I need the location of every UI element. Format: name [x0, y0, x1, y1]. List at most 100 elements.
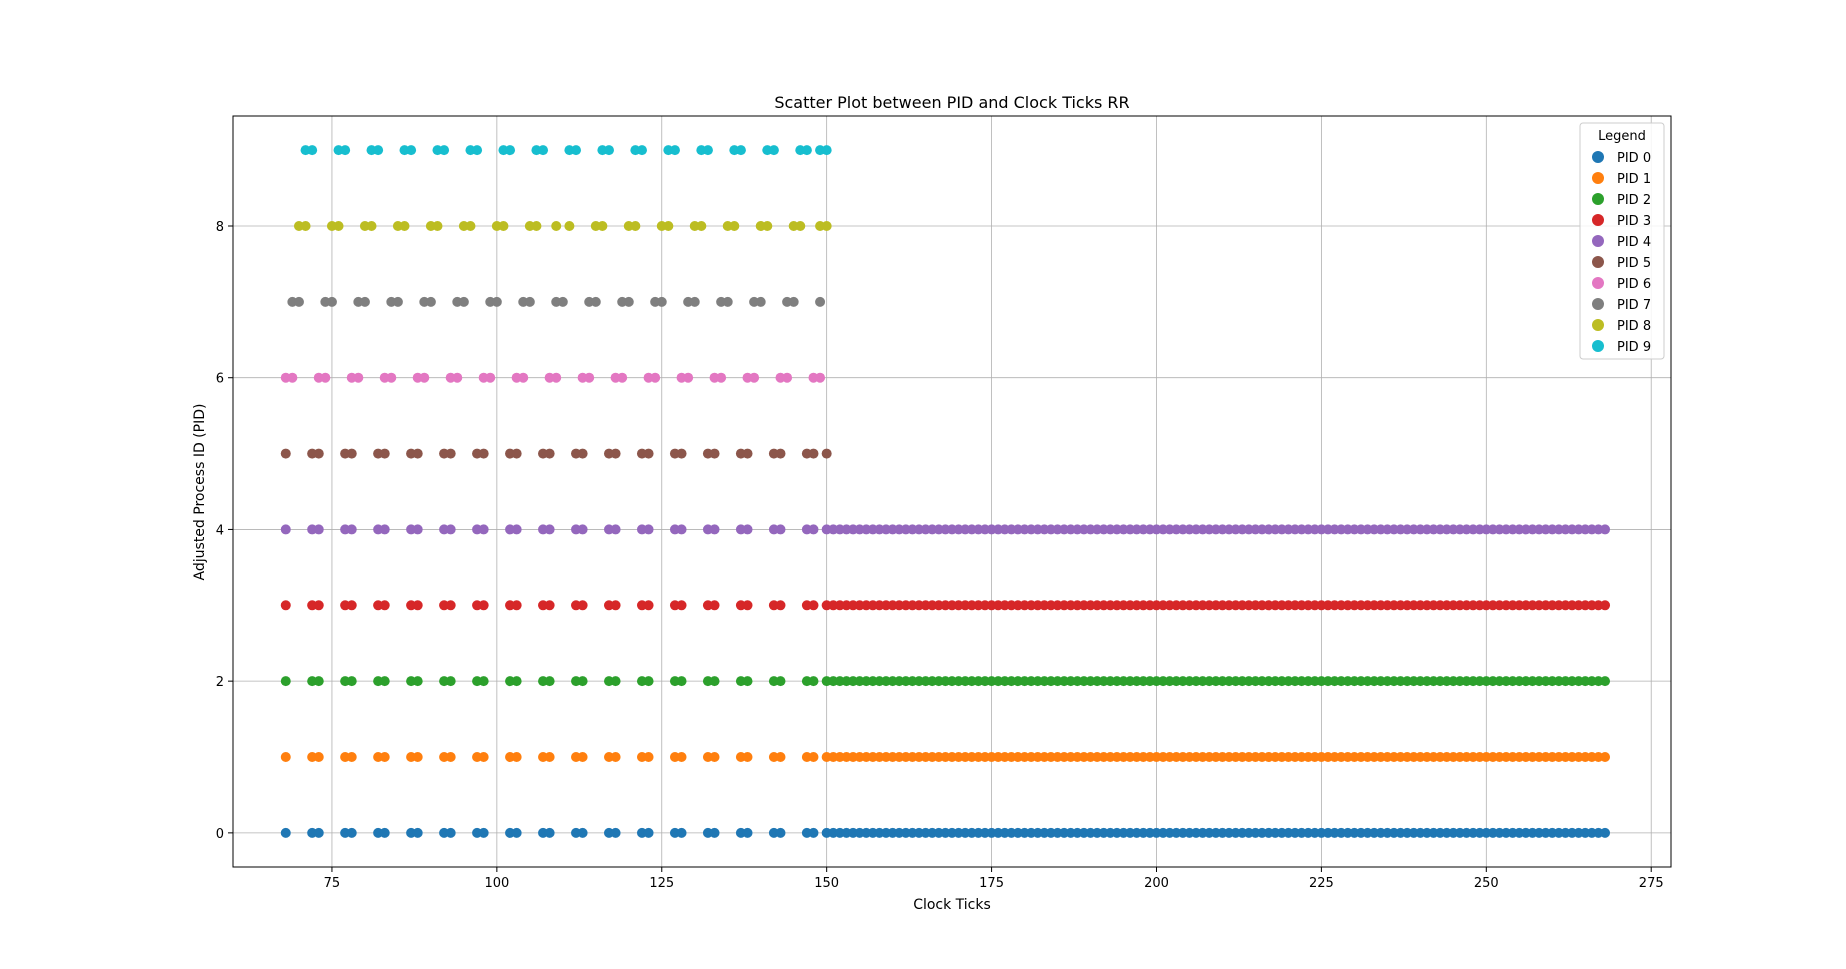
- pid-2-point: [346, 676, 357, 687]
- pid-5-point: [709, 448, 720, 459]
- pid-0-point: [742, 827, 753, 838]
- legend-marker-pid-7: [1592, 298, 1604, 310]
- pid-9-point: [669, 145, 680, 156]
- pid-8-point: [333, 220, 344, 231]
- pid-2-point: [445, 676, 456, 687]
- pid-7-point: [491, 296, 502, 307]
- pid-7-point: [524, 296, 535, 307]
- pid-3-point: [610, 600, 621, 611]
- legend-marker-pid-5: [1592, 256, 1604, 268]
- pid-6-point: [551, 372, 562, 383]
- pid-6-point: [287, 372, 298, 383]
- pid-6-point: [650, 372, 661, 383]
- pid-3-point: [445, 600, 456, 611]
- pid-1-point: [643, 752, 654, 763]
- pid-0-point: [313, 827, 324, 838]
- pid-8-point: [366, 220, 377, 231]
- y-axis-label: Adjusted Process ID (PID): [192, 404, 208, 581]
- pid-5-point: [379, 448, 390, 459]
- pid-8-point: [399, 220, 410, 231]
- pid-8-point: [696, 220, 707, 231]
- x-axis: 75 100 125 150 175 200 225 250 275: [324, 867, 1664, 891]
- pid-9-point: [821, 145, 832, 156]
- pid-8-point: [630, 220, 641, 231]
- pid-0-point: [445, 827, 456, 838]
- x-tick-label: 125: [649, 876, 674, 891]
- pid-9-point: [768, 145, 779, 156]
- chart-title: Scatter Plot between PID and Clock Ticks…: [774, 93, 1129, 112]
- pid-8-point: [300, 220, 311, 231]
- pid-1-point: [709, 752, 720, 763]
- pid-8-point: [821, 220, 832, 231]
- pid-0-point: [610, 827, 621, 838]
- pid-9-point: [472, 145, 483, 156]
- y-tick-label: 8: [216, 220, 224, 235]
- pid-0-point: [280, 827, 291, 838]
- pid-4-point: [379, 524, 390, 535]
- pid-4-point: [544, 524, 555, 535]
- legend-label-pid-4: PID 4: [1617, 235, 1651, 250]
- pid-8-point: [531, 220, 542, 231]
- pid-3-point: [346, 600, 357, 611]
- pid-0-point: [346, 827, 357, 838]
- pid-3-point: [577, 600, 588, 611]
- pid-4-point: [610, 524, 621, 535]
- pid-5-point: [577, 448, 588, 459]
- pid-2-point: [313, 676, 324, 687]
- legend-marker-pid-4: [1592, 235, 1604, 247]
- pid-4-point: [775, 524, 786, 535]
- pid-7-point: [689, 296, 700, 307]
- pid-5-point: [313, 448, 324, 459]
- pid-3-point: [478, 600, 489, 611]
- pid-6-point: [617, 372, 628, 383]
- pid-7-point: [293, 296, 304, 307]
- pid-1-point: [676, 752, 687, 763]
- pid-6-point: [452, 372, 463, 383]
- pid-2-point: [577, 676, 588, 687]
- pid-6-point: [386, 372, 397, 383]
- pid-7-point: [392, 296, 403, 307]
- pid-2-point: [412, 676, 423, 687]
- x-tick-label: 100: [484, 876, 509, 891]
- pid-4-point: [511, 524, 522, 535]
- legend-marker-pid-3: [1592, 214, 1604, 226]
- pid-4-point: [412, 524, 423, 535]
- pid-0-point: [775, 827, 786, 838]
- pid-3-point: [313, 600, 324, 611]
- pid-2-point: [379, 676, 390, 687]
- pid-4-point: [742, 524, 753, 535]
- pid-6-point: [584, 372, 595, 383]
- pid-3-point: [775, 600, 786, 611]
- legend-marker-pid-1: [1592, 172, 1604, 184]
- pid-1-point: [511, 752, 522, 763]
- pid-3-point: [709, 600, 720, 611]
- pid-9-point: [801, 145, 812, 156]
- pid-2-point: [1600, 676, 1611, 687]
- legend-marker-pid-6: [1592, 277, 1604, 289]
- pid-9-point: [373, 145, 384, 156]
- pid-1-point: [808, 752, 819, 763]
- pid-6-point: [518, 372, 529, 383]
- pid-4-point: [445, 524, 456, 535]
- y-tick-label: 4: [216, 523, 224, 538]
- pid-8-point: [729, 220, 740, 231]
- pid-9-point: [340, 145, 351, 156]
- pid-5-point: [775, 448, 786, 459]
- legend-label-pid-8: PID 8: [1617, 319, 1651, 334]
- pid-5-point: [280, 448, 291, 459]
- pid-1-point: [280, 752, 291, 763]
- pid-0-point: [412, 827, 423, 838]
- pid-7-point: [425, 296, 436, 307]
- legend-label-pid-9: PID 9: [1617, 340, 1651, 355]
- pid-9-point: [735, 145, 746, 156]
- pid-8-point: [762, 220, 773, 231]
- pid-8-point: [432, 220, 443, 231]
- pid-3-point: [742, 600, 753, 611]
- pid-1-point: [379, 752, 390, 763]
- pid-2-point: [742, 676, 753, 687]
- pid-8-point: [465, 220, 476, 231]
- x-tick-label: 175: [979, 876, 1004, 891]
- x-tick-label: 200: [1144, 876, 1169, 891]
- pid-0-point: [709, 827, 720, 838]
- pid-8-point: [597, 220, 608, 231]
